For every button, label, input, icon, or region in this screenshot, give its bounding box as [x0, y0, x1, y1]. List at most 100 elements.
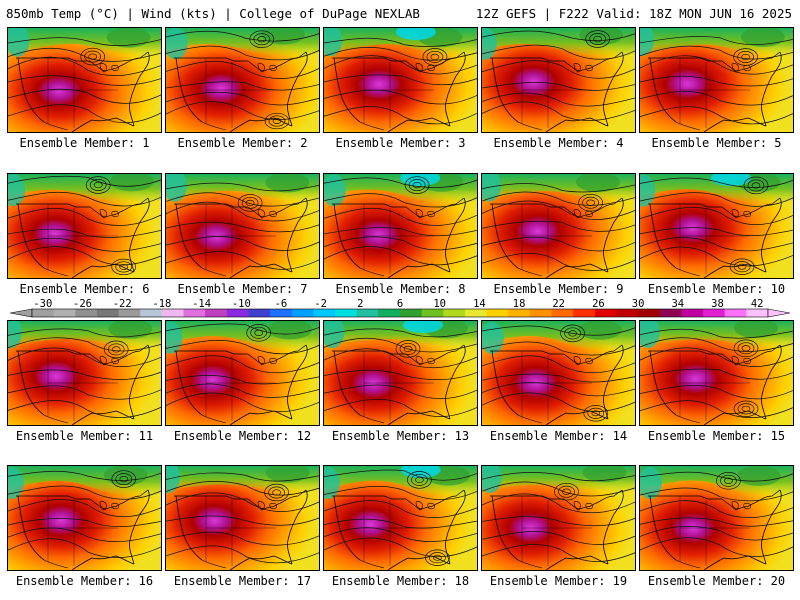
scale-swatch: [161, 309, 184, 317]
scale-swatch: [746, 309, 769, 317]
scale-swatch: [378, 309, 401, 317]
scale-swatch: [75, 309, 98, 317]
ensemble-member-map: [165, 27, 320, 133]
scale-tick-label: 26: [592, 298, 605, 310]
temperature-wind-map: [8, 174, 161, 278]
scale-swatch: [529, 309, 552, 317]
ensemble-member-map: [7, 173, 162, 279]
valid-time: 12Z GEFS | F222 Valid: 18Z MON JUN 16 20…: [475, 6, 792, 21]
scale-tick-label: -2: [314, 298, 327, 310]
scale-tick-label: 30: [632, 298, 645, 310]
scale-swatch: [183, 309, 206, 317]
scale-swatch: [356, 309, 379, 317]
member-label: Ensemble Member: 12: [173, 429, 312, 443]
scale-tick-label: -30: [33, 298, 52, 310]
scale-swatch: [140, 309, 163, 317]
temperature-wind-map: [482, 28, 635, 132]
scale-swatch: [400, 309, 423, 317]
ensemble-member-map: [323, 465, 478, 571]
temperature-wind-map: [324, 28, 477, 132]
temperature-wind-map: [640, 466, 793, 570]
ensemble-member-map: [323, 320, 478, 426]
scale-swatch: [248, 309, 271, 317]
scale-swatch: [464, 309, 487, 317]
scale-tick-label: 42: [751, 298, 764, 310]
scale-tick-label: -22: [113, 298, 132, 310]
member-label: Ensemble Member: 5: [651, 136, 782, 150]
scale-swatch: [486, 309, 509, 317]
scale-swatch: [118, 309, 141, 317]
temperature-wind-map: [324, 466, 477, 570]
member-label: Ensemble Member: 6: [19, 282, 150, 296]
scale-swatch: [616, 309, 639, 317]
temperature-wind-map: [8, 466, 161, 570]
member-label: Ensemble Member: 11: [15, 429, 154, 443]
scale-swatch: [551, 309, 574, 317]
temperature-wind-map: [8, 28, 161, 132]
ensemble-member-map: [165, 320, 320, 426]
ensemble-member-map: [165, 173, 320, 279]
temperature-wind-map: [640, 321, 793, 425]
temperature-wind-map: [640, 174, 793, 278]
scale-swatch: [96, 309, 119, 317]
member-label: Ensemble Member: 10: [647, 282, 786, 296]
temperature-wind-map: [166, 321, 319, 425]
scale-tick-label: 38: [711, 298, 724, 310]
ensemble-member-map: [481, 320, 636, 426]
member-label: Ensemble Member: 17: [173, 574, 312, 588]
scale-arrow-high: [767, 308, 791, 318]
ensemble-member-map: [639, 27, 794, 133]
scale-swatch: [443, 309, 466, 317]
scale-swatch: [32, 309, 55, 317]
scale-tick-label: -6: [275, 298, 288, 310]
scale-swatch: [659, 309, 682, 317]
member-label: Ensemble Member: 13: [331, 429, 470, 443]
scale-arrow-low: [9, 308, 33, 318]
ensemble-member-map: [7, 27, 162, 133]
member-label: Ensemble Member: 20: [647, 574, 786, 588]
scale-swatch: [313, 309, 336, 317]
member-label: Ensemble Member: 3: [335, 136, 466, 150]
scale-swatch: [291, 309, 314, 317]
member-label: Ensemble Member: 7: [177, 282, 308, 296]
scale-swatch: [53, 309, 76, 317]
scale-swatch: [573, 309, 596, 317]
temperature-wind-map: [166, 174, 319, 278]
member-label: Ensemble Member: 15: [647, 429, 786, 443]
ensemble-member-map: [481, 465, 636, 571]
scale-swatch: [270, 309, 293, 317]
scale-tick-label: 14: [473, 298, 486, 310]
color-scale-bar: -30 -26 -22 -18 -14 -10 -6 -2 2 6 10 14 18 22 26 30 34 38…: [9, 298, 791, 318]
scale-swatch: [421, 309, 444, 317]
temperature-wind-map: [8, 321, 161, 425]
scale-tick-label: -26: [73, 298, 92, 310]
ensemble-member-map: [7, 320, 162, 426]
member-label: Ensemble Member: 16: [15, 574, 154, 588]
temperature-wind-map: [482, 466, 635, 570]
member-label: Ensemble Member: 2: [177, 136, 308, 150]
scale-swatch: [594, 309, 617, 317]
temperature-wind-map: [166, 28, 319, 132]
scale-swatch: [508, 309, 531, 317]
ensemble-member-map: [639, 173, 794, 279]
scale-tick-label: 2: [357, 298, 363, 310]
scale-tick-label: 22: [552, 298, 565, 310]
scale-swatch: [226, 309, 249, 317]
ensemble-member-map: [165, 465, 320, 571]
member-label: Ensemble Member: 19: [489, 574, 628, 588]
temperature-wind-map: [324, 321, 477, 425]
temperature-wind-map: [166, 466, 319, 570]
scale-swatch: [724, 309, 747, 317]
member-label: Ensemble Member: 8: [335, 282, 466, 296]
ensemble-member-map: [323, 173, 478, 279]
ensemble-member-map: [639, 465, 794, 571]
member-label: Ensemble Member: 1: [19, 136, 150, 150]
scale-tick-label: 34: [671, 298, 684, 310]
ensemble-member-map: [7, 465, 162, 571]
scale-tick-label: -14: [192, 298, 211, 310]
ensemble-member-map: [481, 27, 636, 133]
ensemble-member-map: [481, 173, 636, 279]
ensemble-member-map: [639, 320, 794, 426]
member-label: Ensemble Member: 9: [493, 282, 624, 296]
scale-tick-label: -10: [232, 298, 251, 310]
